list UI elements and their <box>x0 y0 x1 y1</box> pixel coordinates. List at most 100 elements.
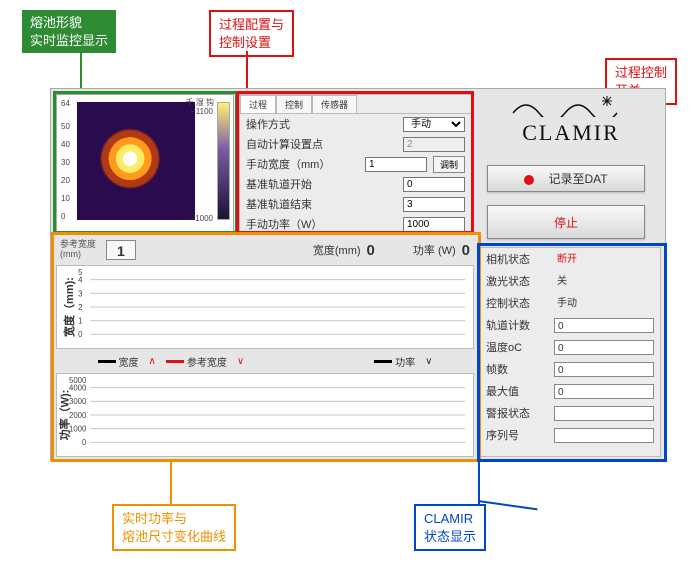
cfg-mw-label: 手动宽度（mm） <box>246 156 359 172</box>
config-panel: 过程 控制 传感器 操作方式 手动 自动计算设置点 手动宽度（mm） 调制 基准… <box>239 94 472 232</box>
cfg-mw-button[interactable]: 调制 <box>433 156 465 173</box>
brand-name: CLAMIR <box>489 120 653 146</box>
st-serial-v <box>554 428 654 443</box>
st-temp-l: 温度oC <box>486 339 548 355</box>
cam-y4: 40 <box>61 140 70 149</box>
annot-status-l1: CLAMIR <box>424 511 473 526</box>
tab-process[interactable]: 过程 <box>240 95 276 113</box>
stop-button[interactable]: 停止 <box>487 205 645 239</box>
record-label: 记录至DAT <box>548 172 607 186</box>
camera-panel: 千 湿 钩 −1100 −1000 0 10 20 30 40 50 64 <box>56 94 234 232</box>
cfg-te-field[interactable] <box>403 197 465 212</box>
chevron-down-icon: ∨ <box>237 356 244 367</box>
app-window: 千 湿 钩 −1100 −1000 0 10 20 30 40 50 64 过程… <box>50 88 666 461</box>
readout-strip: 参考宽度(mm) 1 宽度(mm) 0 功率 (W) 0 <box>56 237 474 263</box>
plot-power: 功率（W): 0 1000 2000 3000 4000 5000 <box>56 373 474 457</box>
cfg-ts-label: 基准轨道开始 <box>246 176 397 192</box>
st-max-l: 最大值 <box>486 383 548 399</box>
annot-curves-l1: 实时功率与 <box>122 511 187 526</box>
plot-width-svg: 0 1 2 3 4 5 <box>57 266 473 348</box>
cam-y0: 0 <box>61 212 65 221</box>
st-tracks-v: 0 <box>554 318 654 333</box>
colorbar <box>217 102 230 220</box>
cfg-auto-field <box>403 137 465 152</box>
st-alarm-l: 警报状态 <box>486 405 548 421</box>
st-control-l: 控制状态 <box>486 295 548 311</box>
plot-power-axis: 功率（W): <box>56 390 72 441</box>
annot-meltpool-l2: 实时监控显示 <box>30 33 108 48</box>
cfg-ts-field[interactable] <box>403 177 465 192</box>
ref-width-value: 1 <box>106 240 136 260</box>
st-frames-l: 帧数 <box>486 361 548 377</box>
st-camera-v: 断开 <box>554 252 654 267</box>
svg-text:3: 3 <box>78 289 82 298</box>
cfg-mw-field[interactable] <box>365 157 427 172</box>
leader-status-h <box>478 500 538 510</box>
plot-legend-bar: 宽度 ∧ 参考宽度 ∨ 功率 ∨ <box>56 351 474 371</box>
annot-status: CLAMIR 状态显示 <box>414 504 486 551</box>
svg-text:2: 2 <box>78 303 82 312</box>
chevron-up-icon: ∧ <box>149 356 156 367</box>
plot-width: 宽度（mm): 0 1 2 3 4 5 <box>56 265 474 349</box>
annot-config: 过程配置与 控制设置 <box>209 10 294 57</box>
power-label: 功率 (W) <box>413 242 456 258</box>
annot-config-l1: 过程配置与 <box>219 17 284 32</box>
cfg-mode-select[interactable]: 手动 <box>403 117 465 132</box>
brand-wave-icon <box>511 95 631 117</box>
chevron-down2-icon: ∨ <box>425 356 432 367</box>
power-value: 0 <box>462 242 470 259</box>
svg-text:1: 1 <box>78 317 82 326</box>
st-control-v: 手动 <box>554 296 654 311</box>
st-alarm-v <box>554 406 654 421</box>
config-tabs: 过程 控制 传感器 <box>240 95 471 114</box>
cam-y6: 64 <box>61 99 70 108</box>
cam-y2: 20 <box>61 176 70 185</box>
cbar-top: −1100 <box>191 107 213 116</box>
annot-config-l2: 控制设置 <box>219 35 271 50</box>
leader-curves <box>170 462 172 504</box>
st-tracks-l: 轨道计数 <box>486 317 548 333</box>
st-laser-v: 关 <box>554 274 654 289</box>
svg-text:5000: 5000 <box>69 376 87 385</box>
cfg-mp-label: 手动功率（W） <box>246 216 397 232</box>
cam-y5: 50 <box>61 122 70 131</box>
annot-meltpool: 熔池形貌 实时监控显示 <box>22 10 116 53</box>
st-temp-v: 0 <box>554 340 654 355</box>
svg-text:0: 0 <box>82 438 87 447</box>
svg-text:4: 4 <box>78 276 83 285</box>
st-frames-v: 0 <box>554 362 654 377</box>
svg-text:5: 5 <box>78 268 83 277</box>
thermal-image <box>77 102 195 220</box>
cam-y3: 30 <box>61 158 70 167</box>
plot-width-axis: 宽度（mm): <box>61 277 77 337</box>
leader-config <box>246 51 248 91</box>
cfg-mp-field[interactable] <box>403 217 465 232</box>
record-dot-icon <box>524 175 534 185</box>
leader-status-v <box>478 462 480 504</box>
st-camera-l: 相机状态 <box>486 251 548 267</box>
annot-switch-l1: 过程控制 <box>615 65 667 80</box>
record-button[interactable]: 记录至DAT <box>487 165 645 192</box>
annot-meltpool-l1: 熔池形貌 <box>30 15 82 30</box>
legend-ref-width: 参考宽度 <box>166 354 227 369</box>
svg-text:0: 0 <box>78 330 83 339</box>
plot-power-svg: 0 1000 2000 3000 4000 5000 <box>57 374 473 456</box>
legend-width: 宽度 <box>98 354 139 369</box>
width-label: 宽度(mm) <box>313 242 361 258</box>
tab-control[interactable]: 控制 <box>276 95 312 113</box>
st-laser-l: 激光状态 <box>486 273 548 289</box>
annot-curves-l2: 熔池尺寸变化曲线 <box>122 529 226 544</box>
cfg-auto-label: 自动计算设置点 <box>246 136 397 152</box>
cfg-mode-label: 操作方式 <box>246 116 397 132</box>
status-panel: 相机状态断开 激光状态关 控制状态手动 轨道计数 0 温度oC 0 帧数 0 最大值 0… <box>479 247 661 457</box>
annot-status-l2: 状态显示 <box>424 529 476 544</box>
tab-sensor[interactable]: 传感器 <box>312 95 357 113</box>
legend-power: 功率 <box>374 354 415 369</box>
leader-meltpool <box>80 51 82 91</box>
cfg-te-label: 基准轨道结束 <box>246 196 397 212</box>
cbar-bot: −1000 <box>191 214 213 223</box>
st-max-v: 0 <box>554 384 654 399</box>
annot-curves: 实时功率与 熔池尺寸变化曲线 <box>112 504 236 551</box>
cam-y1: 10 <box>61 194 70 203</box>
st-serial-l: 序列号 <box>486 427 548 443</box>
